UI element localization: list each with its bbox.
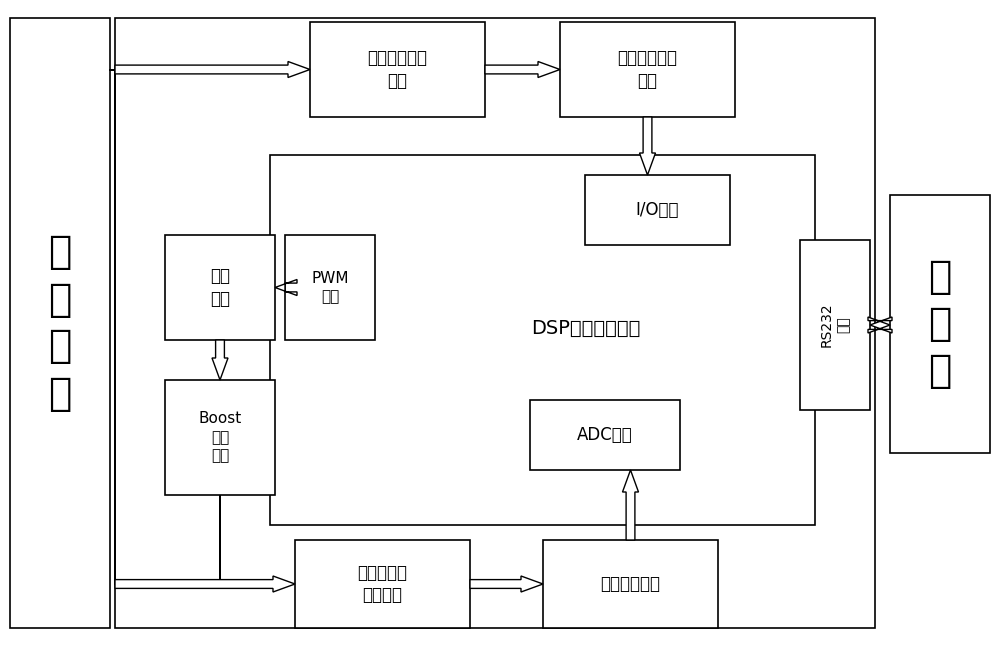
Text: DSP核心控制电路: DSP核心控制电路 <box>531 319 641 338</box>
Text: 统计遮挡数目
电路: 统计遮挡数目 电路 <box>618 49 678 89</box>
Text: Boost
变换
电路: Boost 变换 电路 <box>198 411 242 463</box>
Bar <box>530 400 680 470</box>
Text: 电压、电流
检测电路: 电压、电流 检测电路 <box>358 564 408 604</box>
Bar <box>10 18 110 628</box>
Bar <box>270 155 815 525</box>
Text: 光照强度测量
电路: 光照强度测量 电路 <box>368 49 428 89</box>
Bar <box>115 18 875 628</box>
Bar <box>800 240 870 410</box>
Bar <box>560 22 735 117</box>
Bar <box>585 175 730 245</box>
Text: 信号调理电路: 信号调理电路 <box>600 575 660 593</box>
Bar <box>285 235 375 340</box>
Polygon shape <box>622 470 639 540</box>
Text: RS232
接口: RS232 接口 <box>820 303 850 347</box>
Text: 光
伏
阵
列: 光 伏 阵 列 <box>48 233 72 413</box>
Polygon shape <box>212 340 228 380</box>
Polygon shape <box>868 317 892 333</box>
Text: PWM
单元: PWM 单元 <box>311 271 349 305</box>
Bar <box>295 540 470 628</box>
Polygon shape <box>115 576 295 592</box>
Polygon shape <box>115 62 310 78</box>
Polygon shape <box>640 117 656 175</box>
Polygon shape <box>275 279 297 295</box>
Bar <box>890 195 990 453</box>
Bar <box>165 380 275 495</box>
Polygon shape <box>485 62 560 78</box>
Bar <box>543 540 718 628</box>
Polygon shape <box>470 576 543 592</box>
Bar <box>310 22 485 117</box>
Text: 驱动
电路: 驱动 电路 <box>210 268 230 308</box>
Text: 上
位
机: 上 位 机 <box>928 258 952 390</box>
Bar <box>165 235 275 340</box>
Text: ADC模块: ADC模块 <box>577 426 633 444</box>
Text: I/O端口: I/O端口 <box>636 201 679 219</box>
